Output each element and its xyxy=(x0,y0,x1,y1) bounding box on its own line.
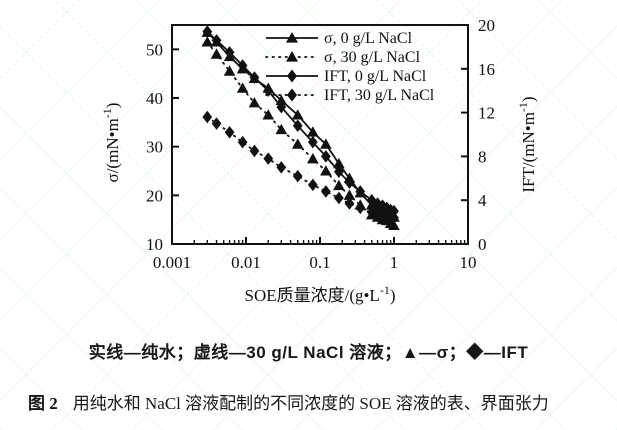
legend-label: σ, 30 g/L NaCl xyxy=(324,49,421,66)
diamond-marker-icon xyxy=(237,135,248,149)
triangle-marker-icon xyxy=(388,219,400,231)
legend-entry-1: σ, 30 g/L NaCl xyxy=(265,49,421,66)
y-right-tick-label: 0 xyxy=(478,235,487,254)
triangle-marker-icon xyxy=(333,179,345,191)
diamond-marker-icon xyxy=(334,165,344,178)
legend-label: IFT, 0 g/L NaCl xyxy=(324,68,427,85)
x-tick-label: 1 xyxy=(390,253,399,272)
diamond-marker-icon xyxy=(292,119,303,133)
y-right-axis-label: IFT/(mN•m-1) xyxy=(516,96,538,192)
diamond-marker-icon xyxy=(320,150,331,163)
y-left-tick-label: 40 xyxy=(146,89,163,108)
diamond-marker-icon xyxy=(237,59,248,72)
diamond-marker-icon xyxy=(224,126,235,139)
legend-entry-3: IFT, 30 g/L NaCl xyxy=(265,87,435,104)
triangle-marker-icon xyxy=(343,189,356,200)
triangle-marker-icon xyxy=(210,48,223,59)
x-tick-label: 0.1 xyxy=(309,253,330,272)
series-note: 实线—纯水；虚线—30 g/L NaCl 溶液；▲—σ；◆—IFT xyxy=(88,343,529,362)
triangle-marker-icon xyxy=(236,82,249,93)
x-tick-label: 10 xyxy=(460,253,477,272)
y-right-tick-label: 16 xyxy=(478,60,495,79)
triangle-marker-icon xyxy=(291,109,304,120)
y-right-tick-label: 8 xyxy=(478,147,487,166)
diamond-marker-icon xyxy=(224,46,235,59)
y-axis-left: 10 20 30 40 50 σ/(mN•m-1) xyxy=(100,40,179,254)
figure-caption-text: 用纯水和 NaCl 溶液配制的不同浓度的 SOE 溶液的表、界面张力 xyxy=(72,394,549,413)
y-left-tick-label: 20 xyxy=(146,186,163,205)
triangle-marker-icon xyxy=(307,153,319,164)
series-diamond-dotted xyxy=(202,110,399,224)
y-axis-right: 0 4 8 12 16 20 IFT/(mN•m-1) xyxy=(461,16,538,254)
y-left-tick-label: 10 xyxy=(146,235,163,254)
x-tick-label: 0.001 xyxy=(153,253,191,272)
figure-caption-number: 图 2 xyxy=(28,394,58,413)
x-axis-label: SOE质量浓度/(g•L-1) xyxy=(244,283,395,305)
triangle-marker-icon xyxy=(286,51,298,62)
diamond-marker-icon xyxy=(366,205,377,219)
legend-entry-0: σ, 0 g/L NaCl xyxy=(266,30,413,47)
triangle-marker-icon xyxy=(275,123,288,135)
series-diamond-solid xyxy=(202,25,399,218)
diamond-marker-icon xyxy=(334,191,344,205)
legend: σ, 0 g/L NaCl σ, 30 g/L NaCl IFT, 0 g/L Na… xyxy=(265,30,435,104)
y-right-tick-label: 12 xyxy=(478,104,495,123)
x-axis: 0.001 0.01 0.1 1 10 SOE质量浓度/(g•L-1) xyxy=(153,237,477,305)
diamond-marker-icon xyxy=(307,135,318,149)
diamond-marker-icon xyxy=(344,197,355,210)
diamond-marker-icon xyxy=(286,88,298,102)
diamond-marker-icon xyxy=(202,25,213,38)
diamond-marker-icon xyxy=(263,84,274,97)
triangle-marker-icon xyxy=(291,138,304,149)
diamond-marker-icon xyxy=(249,71,260,84)
diamond-marker-icon xyxy=(202,110,213,124)
triangle-marker-icon xyxy=(201,36,214,47)
diamond-marker-icon xyxy=(320,185,331,198)
diamond-marker-icon xyxy=(286,69,298,83)
diamond-marker-icon xyxy=(389,211,399,224)
diamond-marker-icon xyxy=(355,201,366,215)
diamond-marker-icon xyxy=(292,169,303,183)
legend-entry-2: IFT, 0 g/L NaCl xyxy=(266,68,427,85)
diamond-marker-icon xyxy=(263,152,274,165)
triangle-marker-icon xyxy=(333,157,345,169)
triangle-marker-icon xyxy=(320,165,332,176)
diamond-marker-icon xyxy=(344,176,355,189)
diamond-marker-icon xyxy=(276,100,287,114)
triangle-marker-icon xyxy=(223,65,236,76)
legend-label: IFT, 30 g/L NaCl xyxy=(324,87,435,104)
figure-caption: 图 2 用纯水和 NaCl 溶液配制的不同浓度的 SOE 溶液的表、界面张力 xyxy=(28,389,611,414)
triangle-marker-icon xyxy=(286,32,298,43)
y-left-tick-label: 30 xyxy=(146,138,163,157)
triangle-marker-icon xyxy=(320,138,332,149)
legend-label: σ, 0 g/L NaCl xyxy=(324,30,413,47)
diamond-marker-icon xyxy=(249,144,260,158)
y-right-tick-label: 20 xyxy=(478,16,495,35)
diamond-marker-icon xyxy=(211,34,222,47)
diamond-marker-icon xyxy=(355,185,366,198)
diamond-marker-icon xyxy=(307,178,318,192)
x-tick-label: 0.01 xyxy=(231,253,261,272)
diamond-marker-icon xyxy=(276,161,287,174)
triangle-marker-icon xyxy=(248,97,261,108)
y-left-axis-label: σ/(mN•m-1) xyxy=(100,103,122,183)
y-left-tick-label: 50 xyxy=(146,40,163,59)
triangle-marker-icon xyxy=(262,109,275,120)
diamond-marker-icon xyxy=(211,117,222,130)
triangle-marker-icon xyxy=(307,126,319,137)
y-right-tick-label: 4 xyxy=(478,191,487,210)
tension-chart: 0.001 0.01 0.1 1 10SOE质量浓度/(g•L-1)1020304050… xyxy=(100,16,538,305)
